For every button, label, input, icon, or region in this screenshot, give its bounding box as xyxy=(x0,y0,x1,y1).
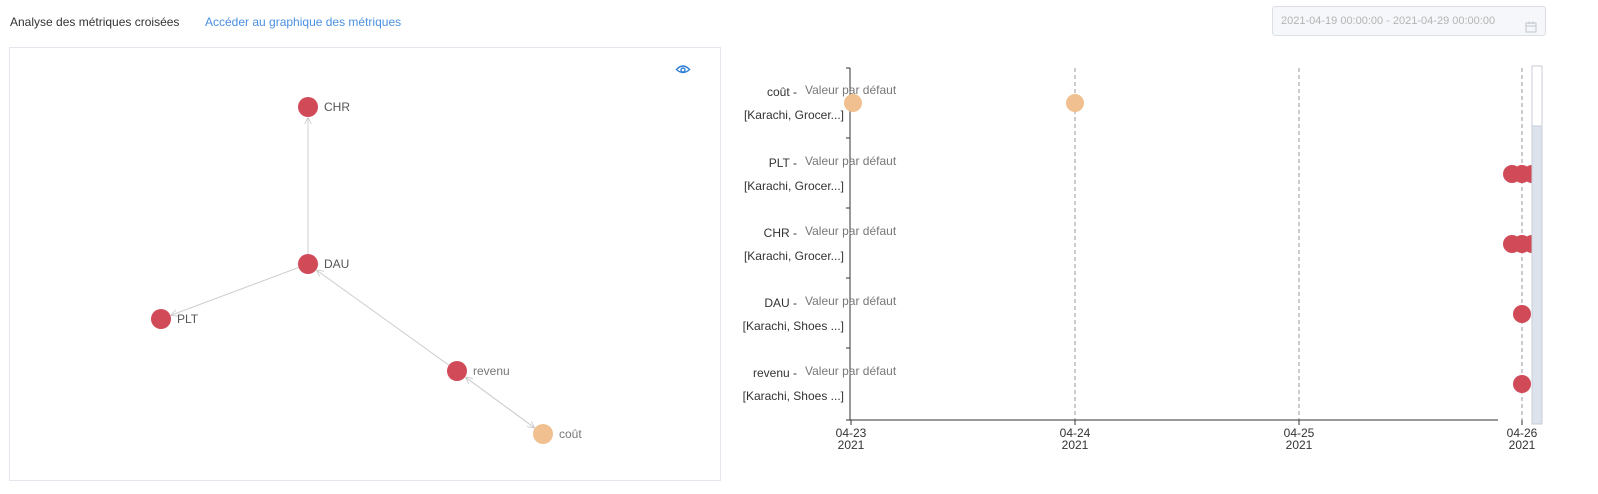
timeline-x-tick-date: 04-24 xyxy=(1060,426,1091,440)
timeline-row-name: coût - xyxy=(767,85,797,99)
graph-node-CHR[interactable]: CHR xyxy=(298,97,350,117)
graph-edge-DAU-PLT xyxy=(171,267,299,316)
graph-edge-revenu-cout xyxy=(464,376,534,428)
timeline-row-tag: Valeur par défaut xyxy=(805,83,897,97)
date-range-picker[interactable]: 2021-04-19 00:00:00 - 2021-04-29 00:00:0… xyxy=(1272,6,1546,36)
timeline-point[interactable] xyxy=(844,94,862,112)
timeline-row-label: revenu - Valeur par défaut [Karachi, Shoes… xyxy=(743,364,897,403)
metric-graph: CHR DAU PLT revenu coût xyxy=(151,97,582,444)
timeline-x-tick-year: 2021 xyxy=(1062,438,1089,452)
timeline-row-tag: Valeur par défaut xyxy=(805,294,897,308)
graph-node-label: CHR xyxy=(324,100,350,114)
timeline-x-tick-year: 2021 xyxy=(838,438,865,452)
page-title: Analyse des métriques croisées xyxy=(10,15,180,29)
timeline-row-dims: [Karachi, Grocer...] xyxy=(744,179,844,193)
timeline-x-tick-date: 04-25 xyxy=(1284,426,1315,440)
graph-node-label: coût xyxy=(559,427,582,441)
timeline-x-tick-date: 04-26 xyxy=(1507,426,1538,440)
timeline-x-tick-year: 2021 xyxy=(1286,438,1313,452)
calendar-icon xyxy=(1525,16,1537,44)
timeline-row-name: DAU - xyxy=(764,296,797,310)
timeline-row-name: PLT - xyxy=(769,156,797,170)
timeline-point[interactable] xyxy=(1513,305,1531,323)
graph-node-circle[interactable] xyxy=(151,309,171,329)
timeline-chart: 04-23202104-24202104-25202104-262021coût… xyxy=(743,65,1543,452)
metrics-graph-link[interactable]: Accéder au graphique des métriques xyxy=(205,15,402,29)
timeline-row-dims: [Karachi, Shoes ...] xyxy=(743,319,844,333)
timeline-row-tag: Valeur par défaut xyxy=(805,224,897,238)
timeline-row-label: CHR - Valeur par défaut [Karachi, Grocer..… xyxy=(744,224,897,263)
timeline-row-tag: Valeur par défaut xyxy=(805,364,897,378)
timeline-row-tag: Valeur par défaut xyxy=(805,154,897,168)
timeline-point[interactable] xyxy=(1066,94,1084,112)
timeline-x-tick-date: 04-23 xyxy=(836,426,867,440)
graph-node-label: revenu xyxy=(473,364,510,378)
metric-graph-panel: CHR DAU PLT revenu coût xyxy=(9,47,721,481)
timeline-zoom-handle[interactable] xyxy=(1531,65,1543,127)
metric-timeline: 04-23 2021 04-24 2021 04-25 2021 04-26 2021 coût… xyxy=(735,60,1598,460)
graph-node-circle[interactable] xyxy=(533,424,553,444)
timeline-row-name: CHR - xyxy=(764,226,797,240)
timeline-row-dims: [Karachi, Shoes ...] xyxy=(743,389,844,403)
eye-icon[interactable] xyxy=(674,61,692,77)
timeline-row-name: revenu - xyxy=(753,366,797,380)
graph-node-DAU[interactable]: DAU xyxy=(298,254,349,274)
timeline-row-label: DAU - Valeur par défaut [Karachi, Shoes ..… xyxy=(743,294,897,333)
timeline-row-label: PLT - Valeur par défaut [Karachi, Grocer..… xyxy=(744,154,897,193)
timeline-row-dims: [Karachi, Grocer...] xyxy=(744,249,844,263)
graph-node-PLT[interactable]: PLT xyxy=(151,309,199,329)
timeline-x-tick-year: 2021 xyxy=(1509,438,1536,452)
graph-node-label: PLT xyxy=(177,312,199,326)
timeline-row-dims: [Karachi, Grocer...] xyxy=(744,108,844,122)
graph-node-circle[interactable] xyxy=(447,361,467,381)
graph-node-circle[interactable] xyxy=(298,254,318,274)
graph-node-cout[interactable]: coût xyxy=(533,424,582,444)
date-range-value: 2021-04-19 00:00:00 - 2021-04-29 00:00:0… xyxy=(1281,15,1496,27)
graph-node-revenu[interactable]: revenu xyxy=(447,361,510,381)
timeline-row-label: coût - Valeur par défaut [Karachi, Grocer.… xyxy=(744,83,897,122)
graph-edge-revenu-DAU xyxy=(317,270,450,366)
timeline-point[interactable] xyxy=(1513,375,1531,393)
graph-node-circle[interactable] xyxy=(298,97,318,117)
graph-node-label: DAU xyxy=(324,257,349,271)
